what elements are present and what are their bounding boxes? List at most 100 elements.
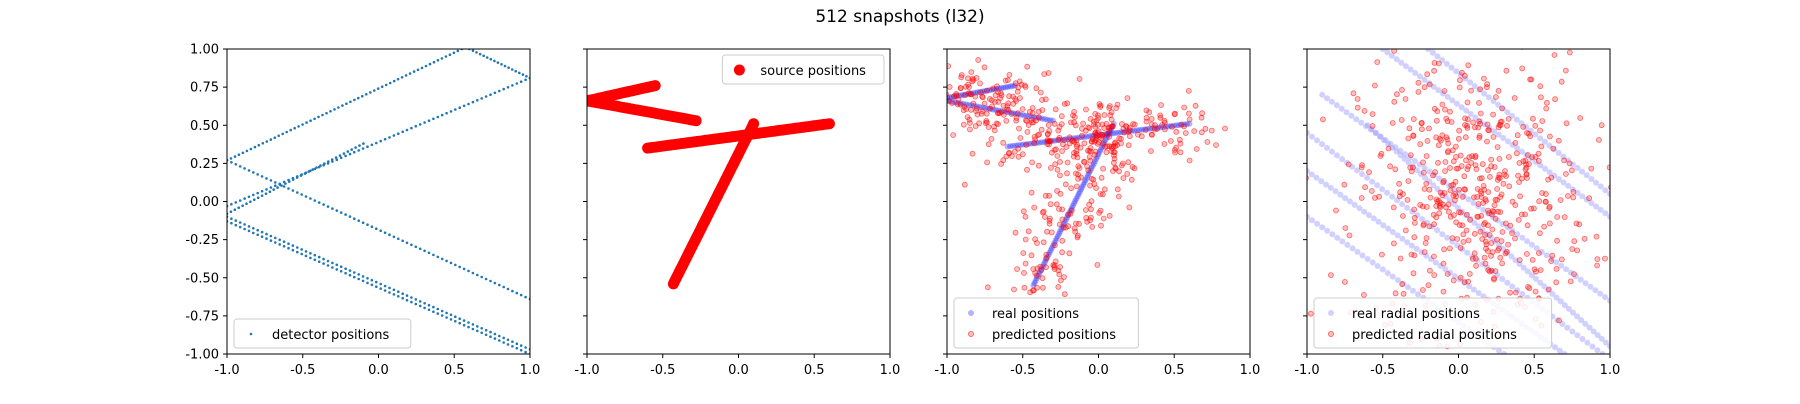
predicted-radial-positions-point — [1487, 173, 1493, 180]
predicted-radial-positions-point — [1440, 260, 1447, 267]
predicted-radial-positions-point — [1594, 256, 1601, 263]
real-radial-positions-point — [1495, 101, 1502, 108]
detector-positions-point — [287, 246, 290, 250]
predicted-radial-positions-point — [1397, 189, 1403, 196]
predicted-positions-point — [1003, 118, 1010, 124]
predicted-positions-point — [1014, 88, 1021, 95]
real-radial-positions-point — [1354, 248, 1361, 255]
predicted-radial-positions-point — [1471, 230, 1478, 237]
real-radial-positions-point — [1319, 91, 1326, 98]
detector-positions-point — [436, 115, 440, 119]
detector-positions-point — [484, 95, 488, 98]
predicted-radial-positions-point — [1458, 26, 1463, 31]
real-radial-positions-point — [1574, 332, 1581, 339]
detector-positions-point — [485, 56, 489, 59]
detector-positions-point — [482, 54, 486, 58]
detector-positions-point — [256, 228, 260, 232]
predicted-radial-positions-point — [1567, 278, 1574, 285]
predicted-positions-point — [1087, 157, 1094, 164]
predicted-positions-point — [1005, 100, 1012, 107]
real-radial-positions-point — [1467, 111, 1474, 117]
predicted-positions-point — [1213, 142, 1219, 149]
real-radial-positions-point — [1329, 231, 1336, 238]
predicted-radial-positions-point — [1516, 257, 1523, 264]
detector-positions-point — [401, 130, 405, 134]
y-tick-label: -0.25 — [185, 233, 219, 248]
real-radial-positions-point — [1443, 60, 1450, 67]
detector-positions-point — [467, 269, 470, 273]
detector-positions-point — [454, 263, 457, 267]
predicted-radial-positions-point — [1441, 88, 1448, 94]
predicted-radial-positions-point — [1460, 238, 1467, 245]
predicted-positions-point — [1000, 139, 1007, 146]
predicted-radial-positions-point — [1462, 134, 1469, 141]
real-positions-point — [1050, 242, 1057, 249]
real-radial-positions-point — [1410, 287, 1416, 294]
predicted-positions-point — [1053, 201, 1060, 208]
real-positions-point — [1083, 133, 1090, 140]
predicted-radial-positions-point — [1528, 76, 1535, 83]
detector-positions-point — [462, 104, 466, 108]
predicted-positions-point — [1111, 159, 1117, 166]
detector-positions-point — [334, 156, 338, 159]
predicted-positions-point — [1054, 166, 1061, 173]
predicted-radial-positions-point — [1484, 138, 1490, 145]
predicted-positions-point — [1046, 141, 1052, 148]
detector-positions-point — [301, 123, 304, 126]
detector-positions-point — [502, 341, 506, 344]
real-radial-positions-point — [1485, 94, 1492, 101]
detector-positions-point — [471, 100, 475, 104]
predicted-positions-point — [1079, 125, 1085, 132]
detector-positions-point — [484, 328, 488, 332]
detector-positions-point — [436, 59, 440, 62]
detector-positions-point — [353, 217, 356, 220]
real-radial-positions-point — [1405, 284, 1411, 291]
real-radial-positions-point — [1528, 241, 1535, 248]
detector-positions-point — [471, 327, 475, 331]
detector-positions-point — [230, 217, 233, 220]
detector-positions-point — [291, 178, 295, 181]
predicted-positions-point — [909, 78, 914, 83]
real-radial-positions-point — [1415, 291, 1422, 298]
predicted-positions-point — [1138, 133, 1145, 140]
predicted-positions-point — [1006, 72, 1013, 78]
detector-positions-point — [471, 323, 475, 326]
predicted-positions-point — [1181, 104, 1188, 111]
detector-positions-point — [265, 237, 268, 240]
legend: real positions predicted positions — [953, 297, 1139, 349]
real-radial-positions-point — [1463, 107, 1470, 114]
predicted-positions-point — [1061, 291, 1068, 298]
real-radial-positions-point — [1408, 242, 1415, 249]
predicted-radial-positions-point — [1399, 281, 1406, 288]
real-radial-positions-point — [1366, 212, 1372, 219]
detector-positions-point — [247, 195, 251, 199]
detector-positions-point — [410, 296, 413, 299]
predicted-radial-positions-point — [1391, 49, 1397, 54]
predicted-radial-positions-point — [1447, 187, 1454, 194]
predicted-radial-positions-point — [1426, 125, 1432, 132]
detector-positions-point — [427, 308, 431, 312]
detector-positions-point — [278, 238, 282, 242]
predicted-radial-positions-point — [1503, 173, 1509, 180]
predicted-radial-positions-point — [1361, 108, 1368, 114]
predicted-radial-positions-point — [1506, 154, 1512, 160]
detector-positions-point — [498, 89, 501, 93]
detector-positions-point — [401, 296, 405, 300]
predicted-positions-point — [938, 109, 943, 114]
predicted-radial-positions-point — [1602, 255, 1608, 262]
detector-positions-point — [341, 104, 344, 107]
detector-positions-point — [524, 350, 527, 354]
predicted-radial-positions-point — [1462, 186, 1469, 193]
predicted-positions-point — [1078, 174, 1084, 181]
real-radial-positions-point — [1553, 294, 1560, 301]
real-radial-positions-point — [1555, 150, 1562, 156]
predicted-radial-positions-point — [1535, 150, 1542, 157]
predicted-radial-positions-point — [1519, 65, 1526, 72]
legend-box — [1313, 297, 1553, 349]
predicted-radial-positions-point — [1494, 186, 1501, 192]
real-positions-point — [1052, 237, 1059, 244]
detector-positions-point — [304, 254, 308, 258]
predicted-positions-point — [1029, 105, 1036, 111]
predicted-positions-point — [1073, 170, 1079, 177]
predicted-positions-point — [1177, 140, 1184, 147]
